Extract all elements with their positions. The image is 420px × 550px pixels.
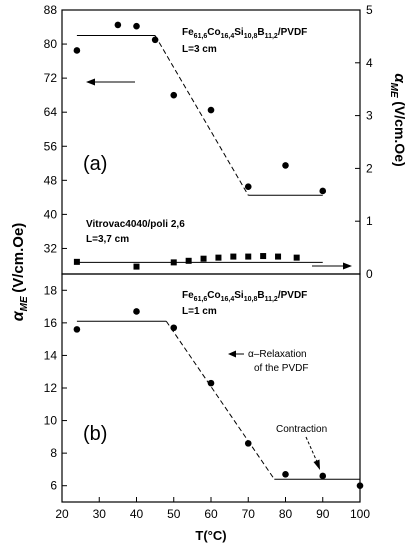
b-series-point — [356, 482, 364, 490]
b-y-tick-label: 8 — [50, 446, 57, 460]
x-tick-label: 20 — [55, 507, 69, 521]
a-series1-point — [133, 22, 140, 30]
x-tick-label: 80 — [279, 507, 293, 521]
a-left-tick-label: 32 — [44, 241, 58, 255]
a-series2-point — [185, 257, 192, 264]
panel-a-series1-length: L=3 cm — [182, 44, 217, 55]
a-right-tick-label: 3 — [366, 109, 373, 123]
b-series-point — [207, 379, 215, 387]
a-series2-point — [170, 259, 177, 266]
a-series1-point — [151, 36, 159, 44]
a-series2-point — [133, 263, 140, 270]
panel-b-series-name: Fe61,6Co16,4Si10,8B11,2/PVDF — [182, 290, 307, 303]
x-axis-label: T(°C) — [195, 528, 226, 543]
b-series-trend-line — [165, 320, 275, 480]
a-series1-point — [319, 187, 327, 195]
contraction-annotation: Contraction — [276, 424, 327, 435]
x-tick-label: 30 — [93, 507, 107, 521]
a-left-tick-label: 72 — [44, 71, 58, 85]
a-right-tick-label: 1 — [366, 214, 373, 228]
b-y-tick-label: 10 — [44, 414, 58, 428]
b-y-tick-label: 18 — [44, 283, 58, 297]
a-series2-point — [260, 253, 267, 260]
b-series-point — [244, 440, 252, 447]
x-tick-label: 50 — [167, 507, 181, 521]
panel-a-label: (a) — [83, 153, 107, 175]
b-y-tick-label: 16 — [44, 316, 58, 330]
right-y-axis-label: αME (V/cm.Oe) — [388, 73, 408, 166]
a-series1-point — [73, 47, 81, 54]
b-series-point — [73, 326, 81, 333]
panel-b-series-length: L=1 cm — [182, 306, 217, 317]
a-right-tick-label: 4 — [366, 56, 373, 70]
a-right-tick-label: 5 — [366, 3, 373, 17]
a-series2-point — [275, 253, 282, 260]
a-left-tick-label: 64 — [44, 105, 58, 119]
a-series2-point — [245, 253, 252, 260]
a-series1-point — [170, 91, 178, 99]
a-left-tick-label: 80 — [44, 37, 58, 51]
a-series1-trend-line — [154, 35, 249, 196]
a-series2-point — [230, 253, 237, 260]
a-series1-point — [207, 106, 215, 114]
contraction-arrow — [305, 436, 320, 470]
a-series1-point — [282, 162, 289, 169]
trend-layer — [76, 35, 360, 480]
a-right-tick-label: 0 — [366, 267, 373, 281]
a-left-tick-label: 40 — [44, 207, 58, 221]
a-left-tick-label: 48 — [44, 173, 58, 187]
a-series2-point — [73, 258, 80, 265]
b-series-point — [170, 324, 178, 332]
b-y-tick-label: 12 — [44, 381, 58, 395]
b-series-point — [133, 308, 140, 315]
a-series1-point — [114, 21, 122, 29]
panel-b-label: (b) — [83, 423, 107, 445]
a-series1-point — [244, 183, 252, 191]
right-axis-arrow — [312, 262, 352, 270]
a-series2-point — [293, 254, 300, 261]
x-tick-label: 100 — [350, 507, 370, 521]
marks-layer — [73, 21, 364, 490]
left-axis-arrow — [86, 78, 135, 86]
relaxation-annotation-line2: of the PVDF — [254, 363, 308, 374]
b-series-point — [319, 472, 327, 480]
a-left-tick-label: 88 — [44, 3, 58, 17]
panel-a-series2-length: L=3,7 cm — [86, 234, 129, 245]
shared-y-axis-label: αME (V/cm.Oe) — [10, 223, 30, 322]
relaxation-arrow — [228, 350, 244, 358]
b-y-tick-label: 14 — [44, 348, 58, 362]
b-y-tick-label: 6 — [50, 479, 57, 493]
x-tick-label: 60 — [204, 507, 218, 521]
a-series2-point — [215, 254, 222, 261]
x-tick-label: 70 — [242, 507, 256, 521]
b-series-point — [282, 471, 289, 478]
a-right-tick-label: 2 — [366, 161, 373, 175]
panel-a-series1-name: Fe61,6Co16,4Si10,8B11,2/PVDF — [182, 27, 307, 40]
panel-a-series2-name: Vitrovac4040/poli 2,6 — [86, 219, 185, 230]
a-series2-point — [200, 255, 207, 262]
x-tick-label: 90 — [316, 507, 330, 521]
a-left-tick-label: 56 — [44, 139, 58, 153]
relaxation-annotation-line1: α–Relaxation — [248, 349, 307, 360]
x-tick-label: 40 — [130, 507, 144, 521]
